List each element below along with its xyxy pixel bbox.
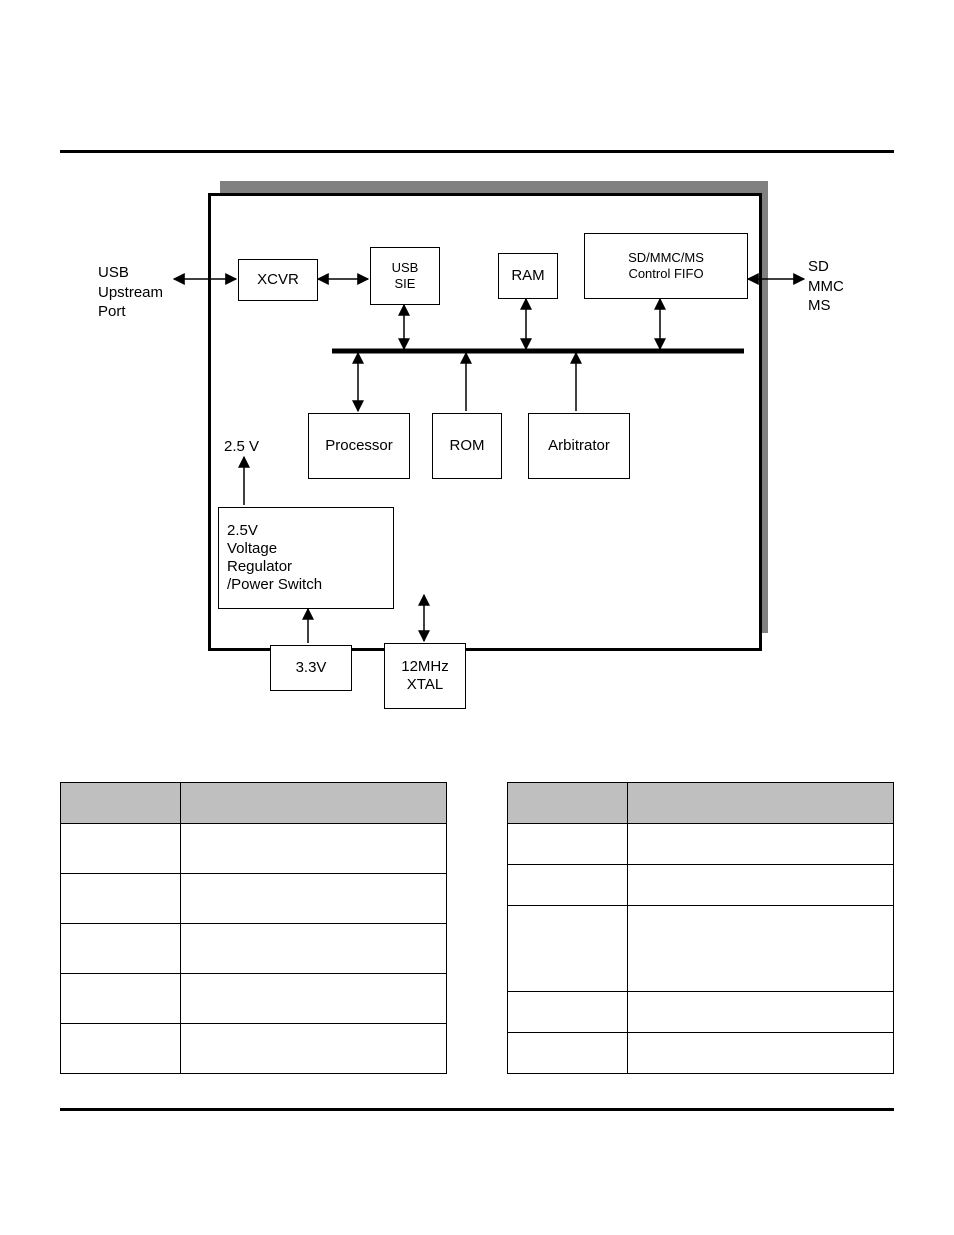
table-cell <box>61 974 181 1024</box>
page: USBUpstreamPort 2.5 V SDMMCMS XCVR USBSI… <box>0 0 954 1235</box>
table-cell <box>181 874 447 924</box>
table-row <box>508 824 894 865</box>
table-cell <box>508 824 628 865</box>
table-cell <box>61 824 181 874</box>
table-cell <box>628 906 894 992</box>
table-left-h1 <box>61 783 181 824</box>
table-row <box>61 824 447 874</box>
table-right <box>507 782 894 1074</box>
table-cell <box>628 824 894 865</box>
table-cell <box>628 865 894 906</box>
table-cell <box>181 974 447 1024</box>
table-cell <box>628 1033 894 1074</box>
table-row <box>61 874 447 924</box>
table-cell <box>61 1024 181 1074</box>
table-cell <box>61 874 181 924</box>
table-row <box>61 924 447 974</box>
table-row <box>61 974 447 1024</box>
table-row <box>61 1024 447 1074</box>
tables-row <box>60 782 894 1074</box>
table-cell <box>628 992 894 1033</box>
rule-top <box>60 150 894 153</box>
table-left <box>60 782 447 1074</box>
table-cell <box>61 924 181 974</box>
table-row <box>508 992 894 1033</box>
table-cell <box>181 1024 447 1074</box>
table-right-h2 <box>628 783 894 824</box>
table-cell <box>508 906 628 992</box>
block-diagram: USBUpstreamPort 2.5 V SDMMCMS XCVR USBSI… <box>60 155 894 765</box>
table-row <box>508 865 894 906</box>
table-cell <box>181 824 447 874</box>
table-row <box>508 906 894 992</box>
table-cell <box>508 992 628 1033</box>
table-left-h2 <box>181 783 447 824</box>
table-cell <box>508 865 628 906</box>
table-cell <box>181 924 447 974</box>
table-right-h1 <box>508 783 628 824</box>
table-cell <box>508 1033 628 1074</box>
diagram-connectors <box>60 155 894 765</box>
table-row <box>508 1033 894 1074</box>
rule-bottom <box>60 1108 894 1111</box>
